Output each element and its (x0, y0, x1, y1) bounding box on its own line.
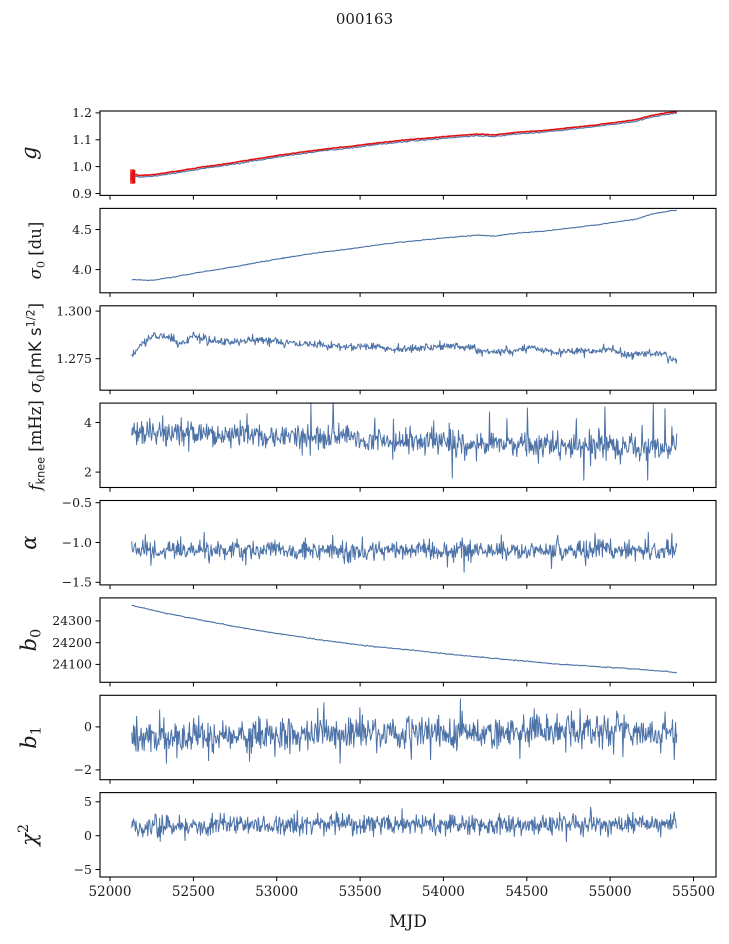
axes-spines (99, 499, 717, 586)
y-tick-label: 4 (84, 415, 92, 430)
y-axis-label-fknee: fknee [mHz] (26, 400, 48, 492)
series-group-b1 (131, 698, 678, 764)
x-tick-label: 55500 (672, 884, 715, 900)
y-tick-label: 4.5 (72, 222, 92, 237)
x-tick-label: 53500 (339, 884, 382, 900)
axes-spines (99, 694, 717, 781)
series-b0-data (131, 604, 677, 674)
y-tick-label: 5 (84, 794, 92, 809)
y-tick-label: 1.1 (72, 132, 92, 147)
series-group-sigma0-mK (131, 331, 678, 364)
y-axis-label-sigma0-mK: σ0[mK s1/2] (25, 303, 48, 393)
series-sigma0-mK-data (131, 331, 678, 364)
axes-spines (99, 305, 717, 391)
panel-alpha: −1.5 −1.0 −0.5 α (17, 495, 717, 590)
panel-g: 0.9 1.0 1.1 1.2 g (17, 105, 717, 201)
axes-spines (99, 110, 717, 196)
y-tick-label: 24100 (52, 657, 92, 672)
series-group-sigma0-du (131, 209, 677, 281)
panel-fknee: 2 4 fknee [mHz] (26, 400, 717, 493)
y-tick-label: 24300 (52, 613, 92, 628)
y-tick-label: 0.9 (72, 186, 92, 201)
panel-b0: 24100 24200 24300 b0 (17, 597, 717, 687)
series-b1-data (131, 698, 678, 764)
y-axis-label-chi2: χ2 (16, 824, 41, 848)
y-axis-label-sigma0-du: σ0 [du] (26, 222, 48, 280)
y-tick-label: 2 (84, 464, 92, 479)
y-axis-label-b0: b0 (17, 629, 45, 652)
panels-group: 0.9 1.0 1.1 1.2 g 4.0 4.5 σ0 [du] 1.275 1.300 σ0[m… (16, 105, 717, 900)
y-tick-label: 1.300 (56, 303, 92, 318)
series-sigma0-du-data (131, 209, 677, 281)
series-group-alpha (131, 531, 678, 573)
series-gain-model (131, 111, 677, 177)
series-group-b0 (131, 604, 677, 674)
axes-spines (99, 597, 717, 683)
y-tick-label: 0 (84, 719, 92, 734)
y-axis-label-g: g (17, 146, 41, 159)
y-tick-label: −1.5 (62, 575, 92, 590)
y-tick-label: 1.2 (72, 105, 92, 120)
y-tick-label: −1.0 (62, 535, 92, 550)
y-tick-label: 24200 (52, 635, 92, 650)
x-tick-label: 55000 (589, 884, 632, 900)
y-tick-label: −5 (74, 862, 92, 877)
axes-spines (99, 207, 717, 294)
series-alpha-data (131, 531, 678, 573)
y-tick-label: 4.0 (72, 262, 92, 277)
series-fknee-data (131, 403, 678, 481)
series-group-chi2 (131, 806, 678, 843)
axes-spines (99, 402, 717, 489)
series-group-g (130, 111, 678, 184)
panel-sigma0-mK: 1.275 1.300 σ0[mK s1/2] (25, 303, 717, 395)
y-tick-label: 1.0 (72, 159, 92, 174)
axes-spines (99, 792, 717, 878)
series-chi2-data (131, 806, 678, 843)
panel-sigma0-du: 4.0 4.5 σ0 [du] (26, 207, 717, 297)
y-tick-label: −2 (74, 762, 92, 777)
series-gain-data (131, 112, 678, 178)
y-tick-label: 1.275 (56, 351, 92, 366)
series-group-fknee (131, 403, 678, 481)
panel-chi2: −5 0 5 52000 52500 53000 53500 54000 54500 55000 5… (16, 792, 717, 900)
x-tick-label: 54000 (422, 884, 465, 900)
x-axis-label: MJD (389, 912, 427, 932)
y-tick-label: 0 (84, 828, 92, 843)
y-axis-label-b1: b1 (17, 726, 45, 749)
x-tick-label: 54500 (505, 884, 548, 900)
y-tick-label: −0.5 (62, 495, 92, 510)
x-tick-label: 52500 (172, 884, 215, 900)
figure-title: 000163 (336, 10, 393, 28)
panel-b1: −2 0 b1 (17, 694, 717, 784)
y-axis-label-alpha: α (17, 536, 41, 550)
x-tick-label: 52000 (89, 884, 132, 900)
x-tick-label: 53000 (255, 884, 298, 900)
